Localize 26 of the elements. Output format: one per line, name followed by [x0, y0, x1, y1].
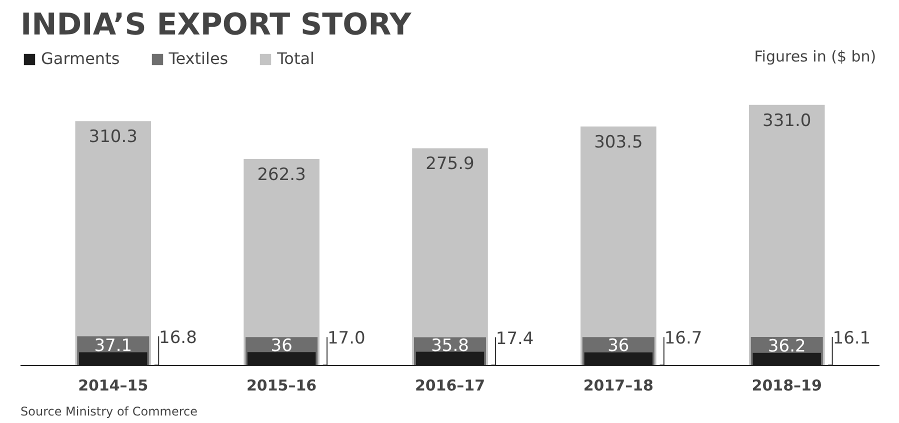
- data-label: 35.8: [431, 336, 469, 356]
- data-label: 262.3: [257, 164, 306, 185]
- source-note: Source Ministry of Commerce: [20, 404, 198, 418]
- data-label: 275.9: [426, 154, 474, 174]
- x-tick-label: 2016–17: [414, 376, 486, 394]
- data-label: 36.2: [768, 336, 806, 356]
- legend-label: Total: [277, 49, 314, 68]
- data-label: 17.4: [496, 328, 534, 349]
- data-label: 331.0: [762, 110, 812, 131]
- data-label: 17.0: [327, 328, 366, 349]
- legend-label: Garments: [41, 49, 120, 68]
- chart-title: INDIA’S EXPORT STORY: [20, 8, 413, 42]
- data-label: 16.7: [664, 328, 702, 349]
- x-tick-label: 2017–18: [583, 376, 654, 394]
- data-label: 16.1: [832, 328, 871, 348]
- x-tick-label: 2015–16: [246, 376, 317, 394]
- x-tick-label: 2018–19: [752, 376, 822, 394]
- data-label: 16.8: [159, 328, 197, 348]
- data-label: 37.1: [94, 336, 132, 356]
- data-label: 310.3: [88, 127, 138, 148]
- legend-label: Textiles: [168, 49, 228, 68]
- text: Figures in ($ bn): [754, 48, 876, 66]
- data-label: 36: [270, 336, 292, 356]
- data-label: 36: [608, 336, 630, 356]
- x-tick-label: 2014–15: [78, 376, 148, 394]
- data-label: 303.5: [594, 132, 643, 152]
